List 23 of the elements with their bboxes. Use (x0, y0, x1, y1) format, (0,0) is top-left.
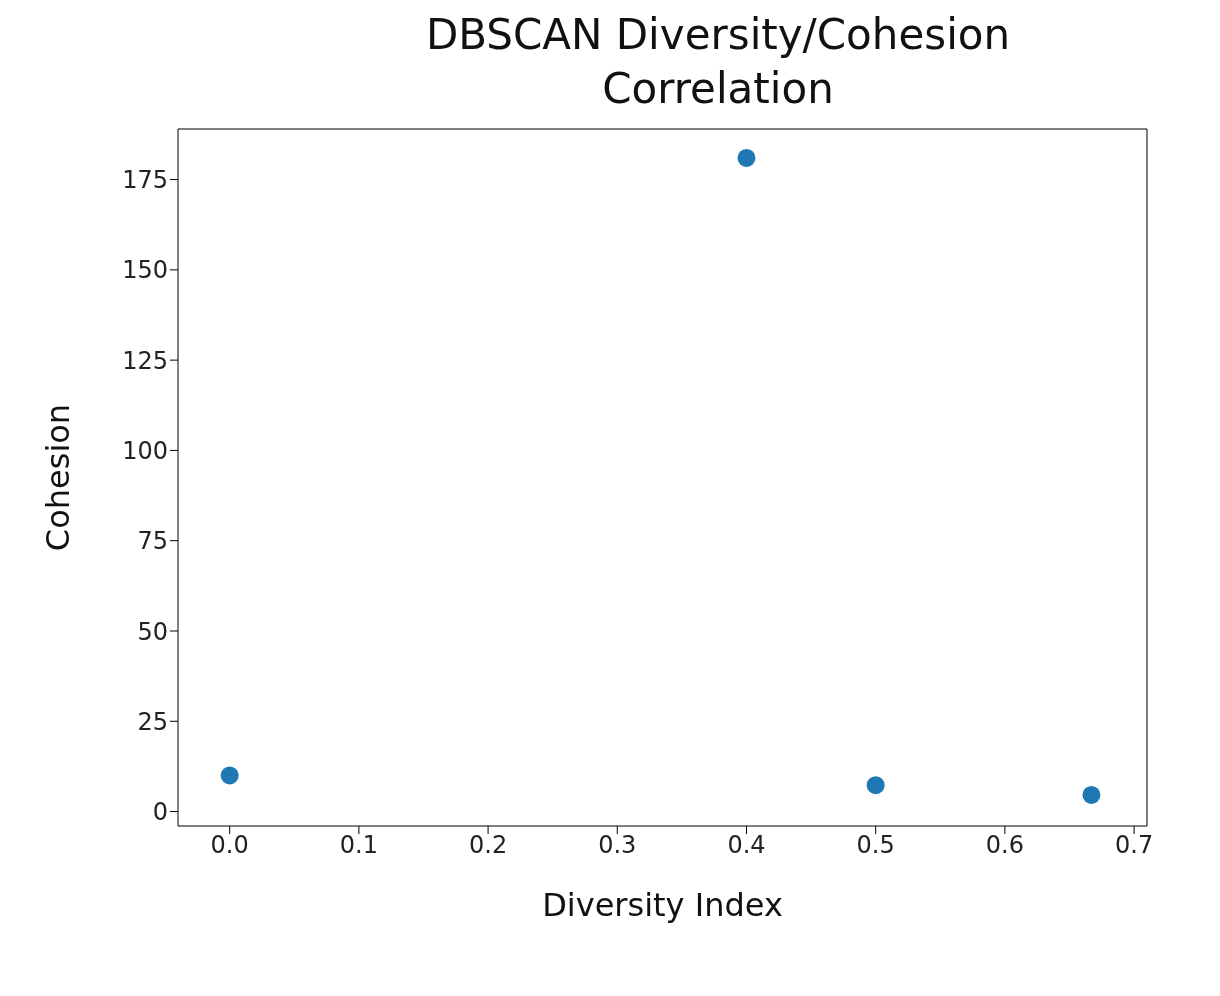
point (1082, 785, 1101, 804)
y-tick-label: 75 (137, 527, 168, 556)
y-tick-label: 100 (122, 436, 168, 465)
x-tick-label: 0.7 (1114, 831, 1154, 860)
x-tick-label: 0.3 (598, 831, 637, 860)
y-tick-label: 0 (152, 798, 168, 827)
x-tick-label: 0.6 (985, 831, 1024, 860)
x-tick-label: 0.0 (210, 831, 249, 860)
y-axis-title: Cohesion (39, 403, 78, 552)
y-tick-label: 175 (122, 166, 168, 195)
x-tick-label: 0.1 (339, 831, 378, 860)
y-tick-label: 150 (122, 256, 168, 285)
y-tick-label: 50 (137, 617, 168, 646)
x-tick-label: 0.5 (856, 831, 895, 860)
x-tick-label: 0.4 (727, 831, 766, 860)
y-tick-label: 25 (137, 707, 168, 736)
y-tick-label: 125 (122, 346, 168, 375)
chart-title: DBSCAN Diversity/Cohesion Correlation (424, 9, 1012, 115)
x-tick-label: 0.2 (468, 831, 508, 860)
point (737, 148, 756, 167)
x-axis-title: Diversity Index (542, 886, 783, 924)
point (866, 776, 885, 795)
point (220, 766, 239, 785)
